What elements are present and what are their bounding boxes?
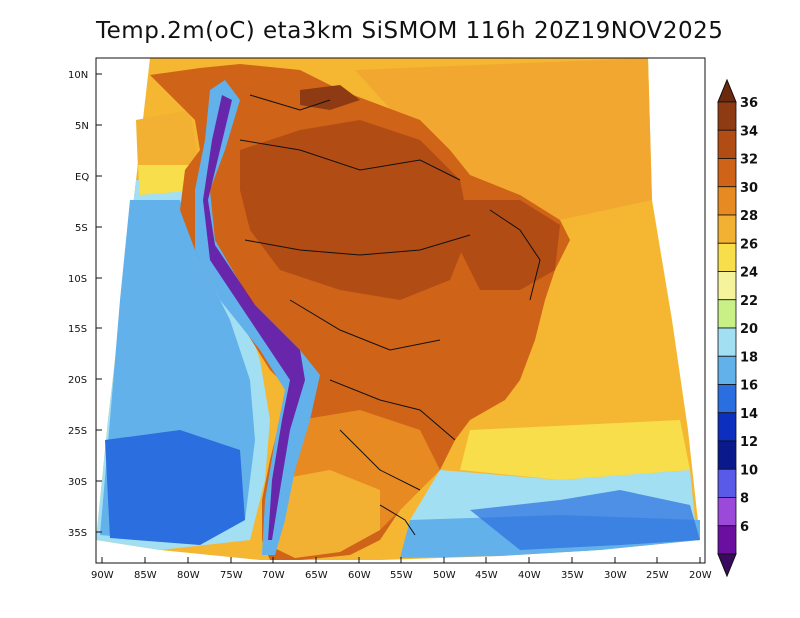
- colorbar-swatch: [717, 214, 737, 244]
- lon-tick-label: 85W: [134, 570, 157, 581]
- colorbar-label: 28: [740, 209, 758, 224]
- lon-tick-label: 90W: [91, 570, 114, 581]
- lat-tick-label: 10N: [68, 70, 88, 81]
- colorbar: 36 34 32 30 28 26 24 22 20 18 16 14 12 10 8 6: [717, 78, 758, 578]
- lat-tick-label: 25S: [68, 426, 87, 437]
- colorbar-swatch: [717, 355, 737, 385]
- colorbar-label: 18: [740, 350, 758, 365]
- lon-tick-label: 80W: [177, 570, 200, 581]
- colorbar-cap-bottom: [717, 553, 737, 578]
- lon-tick-label: 35W: [561, 570, 584, 581]
- colorbar-swatch: [717, 271, 737, 301]
- colorbar-swatch: [717, 468, 737, 498]
- colorbar-swatch: [717, 525, 737, 555]
- ocean-north-atlantic: [355, 58, 652, 220]
- lon-tick-label: 60W: [348, 570, 371, 581]
- colorbar-label: 6: [740, 520, 749, 535]
- andes-core: [203, 95, 305, 540]
- ocean-pacific-warm-north: [136, 110, 200, 180]
- colorbar-label: 10: [740, 463, 758, 478]
- colorbar-label: 34: [740, 124, 758, 139]
- lon-tick-label: 55W: [390, 570, 413, 581]
- colorbar-label: 20: [740, 322, 758, 337]
- lon-tick-label: 50W: [433, 570, 456, 581]
- colorbar-swatch: [717, 497, 737, 527]
- colorbar-swatch: [717, 242, 737, 272]
- lon-tick-label: 25W: [646, 570, 669, 581]
- colorbar-swatch: [717, 186, 737, 216]
- lon-tick-label: 40W: [518, 570, 541, 581]
- lat-tick-label: 15S: [68, 324, 87, 335]
- lon-tick-label: 30W: [604, 570, 627, 581]
- colorbar-swatch: [717, 384, 737, 414]
- colorbar-swatch: [717, 101, 737, 131]
- land-hot-spots: [300, 85, 360, 110]
- lat-tick-label: 35S: [68, 528, 87, 539]
- latitude-axis: 10N 5N EQ 5S 10S 15S 20S 25S 30S 35S: [68, 70, 102, 539]
- lat-tick-label: EQ: [75, 172, 89, 183]
- lon-tick-label: 70W: [262, 570, 285, 581]
- lat-tick-label: 5S: [75, 223, 88, 234]
- colorbar-swatch: [717, 327, 737, 357]
- ocean-south-atlantic-yellow: [460, 420, 690, 480]
- colorbar-label: 12: [740, 435, 758, 450]
- lat-tick-label: 10S: [68, 274, 87, 285]
- colorbar-label: 30: [740, 181, 758, 196]
- ocean-south-atlantic-deep: [470, 490, 700, 550]
- colorbar-swatch: [717, 299, 737, 329]
- colorbar-swatch: [717, 129, 737, 159]
- colorbar-label: 32: [740, 153, 758, 168]
- land-amazon-dark: [240, 120, 470, 300]
- lat-tick-label: 30S: [68, 477, 87, 488]
- longitude-axis: 90W 85W 80W 75W 70W 65W 60W 55W 50W 45W …: [91, 557, 712, 581]
- colorbar-swatch: [717, 158, 737, 188]
- colorbar-label: 14: [740, 407, 758, 422]
- colorbar-cap-top: [717, 78, 737, 103]
- lon-tick-label: 75W: [220, 570, 243, 581]
- colorbar-label: 8: [740, 492, 749, 507]
- colorbar-label: 16: [740, 379, 758, 394]
- lon-tick-label: 20W: [689, 570, 712, 581]
- map-title: Temp.2m(oC) eta3km SiSMOM 116h 20Z19NOV2…: [96, 18, 724, 44]
- colorbar-label: 24: [740, 266, 758, 281]
- colorbar-swatch: [717, 440, 737, 470]
- south-america-land: [150, 64, 570, 560]
- country-borders: [239, 94, 541, 536]
- land-patagonia: [268, 470, 380, 558]
- ocean-pacific-deep: [105, 430, 245, 545]
- colorbar-label: 22: [740, 294, 758, 309]
- lat-tick-label: 20S: [68, 375, 87, 386]
- colorbar-label: 26: [740, 237, 758, 252]
- lon-tick-label: 65W: [305, 570, 328, 581]
- colorbar-swatch: [717, 412, 737, 442]
- lon-tick-label: 45W: [475, 570, 498, 581]
- land-northeast: [460, 200, 560, 290]
- lat-tick-label: 5N: [75, 121, 89, 132]
- colorbar-label: 36: [740, 96, 758, 111]
